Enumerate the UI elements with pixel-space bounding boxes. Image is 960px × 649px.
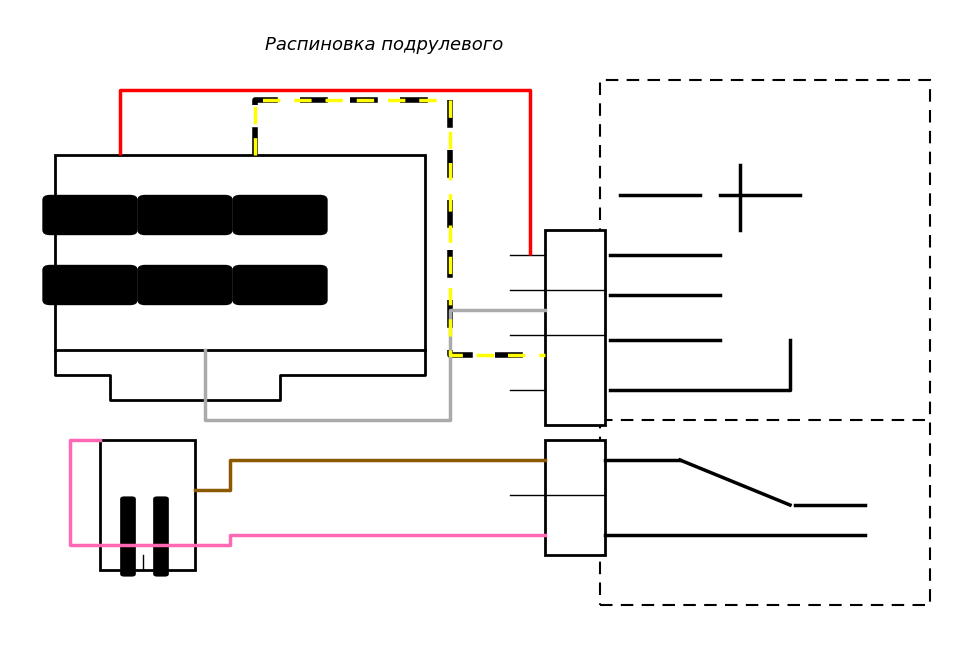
FancyBboxPatch shape: [42, 265, 137, 305]
FancyBboxPatch shape: [232, 195, 327, 235]
FancyBboxPatch shape: [120, 496, 136, 576]
FancyBboxPatch shape: [42, 195, 137, 235]
Bar: [55, 155, 425, 350]
Bar: [545, 230, 605, 425]
FancyBboxPatch shape: [154, 496, 169, 576]
FancyBboxPatch shape: [232, 265, 327, 305]
FancyBboxPatch shape: [137, 265, 232, 305]
Bar: [100, 440, 195, 570]
Bar: [545, 440, 605, 555]
Bar: [600, 80, 930, 605]
FancyBboxPatch shape: [137, 195, 232, 235]
Text: Распиновка подрулевого: Распиновка подрулевого: [265, 36, 503, 54]
